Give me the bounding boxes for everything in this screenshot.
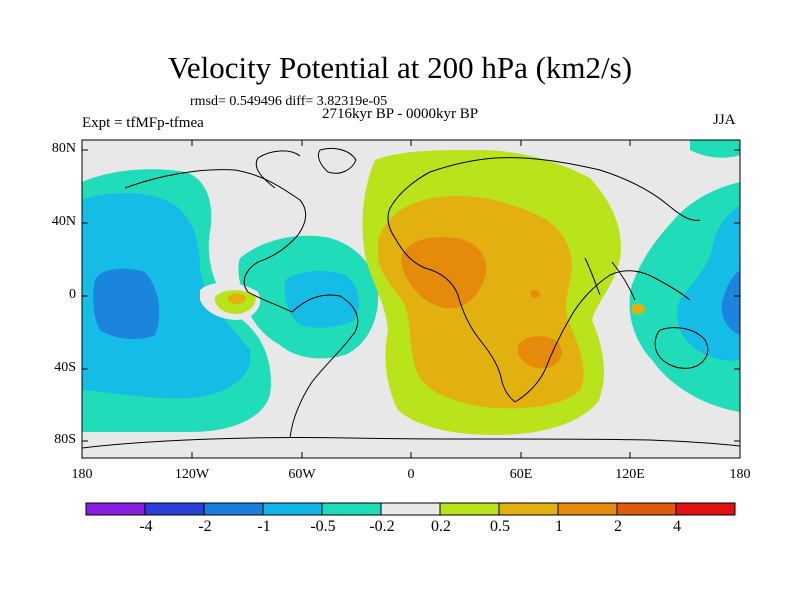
map-title: Velocity Potential at 200 hPa (km2/s) (167, 50, 633, 85)
positive-contour-maritime (632, 303, 645, 315)
lon-label: 180 (71, 467, 93, 482)
negative-contour-west-pacific-core (721, 270, 740, 335)
lon-label: 60E (509, 467, 533, 482)
lat-label: 0 (69, 287, 76, 302)
coastlines (82, 147, 740, 449)
season-label: JJA (713, 112, 736, 128)
lon-label: 60W (288, 467, 316, 482)
lat-label: 80S (54, 432, 76, 447)
negative-contour-america-inner (284, 270, 359, 328)
colorbar-swatch (144, 502, 205, 516)
colorbar-swatch (262, 502, 323, 516)
colorbar-swatch (616, 502, 677, 516)
positive-contour-africa-core (401, 237, 487, 309)
colorbar-label: -4 (139, 518, 153, 535)
lon-label: 0 (407, 467, 415, 482)
lat-label: 40S (54, 360, 76, 375)
colorbar-label: -0.5 (310, 518, 336, 535)
colorbar-label: 0.5 (490, 518, 510, 535)
colorbar-swatch (675, 502, 736, 516)
lat-label: 80N (51, 141, 76, 156)
rmsd-diff-stats: rmsd= 0.549496 diff= 3.82319e-05 (190, 94, 388, 109)
lon-label: 180 (729, 467, 751, 482)
colorbar-label: -2 (198, 518, 212, 535)
colorbar-swatch (498, 502, 559, 516)
positive-contour-indian-ocean-core (518, 336, 562, 369)
colorbar-label: 0.2 (431, 518, 451, 535)
positive-core-central-america (227, 293, 247, 305)
colorbar-swatch (321, 502, 382, 516)
colorbar-swatch (557, 502, 618, 516)
velocity-potential-field (82, 140, 740, 458)
colorbar-swatch (85, 502, 146, 516)
colorbar-label: 4 (673, 518, 681, 535)
colorbar-swatch (439, 502, 500, 516)
lat-label: 40N (51, 214, 76, 229)
positive-contour-arabia-core (530, 290, 540, 298)
colorbar-label: -1 (257, 518, 271, 535)
colorbar-label: -0.2 (369, 518, 395, 535)
time-period-label: 2716kyr BP - 0000kyr BP (322, 106, 479, 122)
negative-contour-pacific-inner (82, 193, 251, 399)
colorbar-label: 2 (614, 518, 622, 535)
colorbar-swatch (380, 502, 441, 516)
negative-contour-pacific-core (93, 268, 160, 340)
lon-label: 120E (615, 467, 645, 482)
axis-ticks (82, 140, 740, 458)
colorbar (85, 502, 736, 516)
negative-contour-top-right (690, 140, 740, 158)
colorbar-label: 1 (555, 518, 563, 535)
experiment-label: Expt = tfMFp-tfmea (82, 115, 204, 131)
negative-contour-west-pacific-inner (676, 205, 740, 361)
colorbar-swatch (203, 502, 264, 516)
lon-label: 120W (174, 467, 210, 482)
